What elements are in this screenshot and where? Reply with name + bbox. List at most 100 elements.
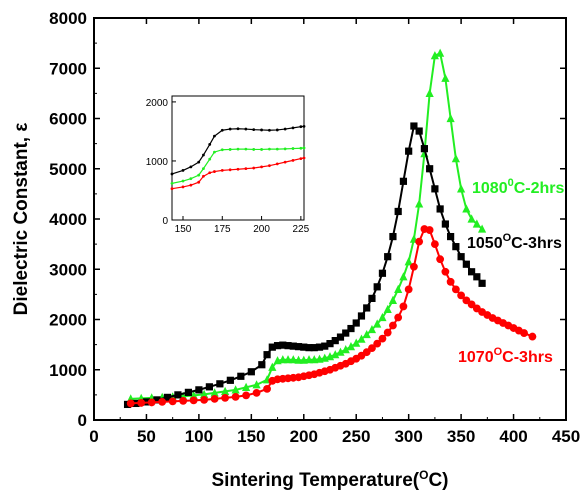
data-point [289,342,297,350]
data-point [436,255,445,264]
data-point [447,232,455,241]
data-point [367,324,377,334]
inset-x-tick-label: 175 [214,224,231,235]
data-point [430,51,439,60]
y-tick-label: 7000 [49,59,87,78]
inset-data-point [252,166,256,170]
inset-data-point [202,174,205,178]
inset-data-point [260,165,263,169]
data-point [415,127,423,135]
data-point [357,334,366,343]
x-tick-label: 100 [185,427,213,446]
inset-data-point [170,181,174,185]
data-point [279,341,287,349]
data-point [436,48,445,57]
data-point [153,396,161,404]
inset-data-point [197,160,201,164]
data-point [321,342,329,350]
inset-data-point [302,146,306,150]
inset-data-point [283,127,287,131]
series-line [130,227,533,405]
data-point [425,226,434,234]
data-point [457,184,466,193]
data-point [404,257,413,266]
data-point [472,219,481,228]
inset-data-point [220,169,224,172]
inset-x-tick-label: 200 [253,224,270,235]
data-point [189,390,198,399]
data-point [226,376,234,384]
x-tick-label: 300 [394,427,422,446]
x-axis-title: Sintering Temperature(OC) [211,468,448,491]
y-tick-label: 3000 [49,260,87,279]
data-point [357,312,366,320]
x-tick-label: 400 [499,427,527,446]
data-point [462,260,470,268]
inset-x-tick-label: 225 [293,224,310,235]
data-point [404,285,413,294]
data-point [457,253,465,261]
data-point [436,205,444,213]
data-point [242,391,250,400]
data-point [231,392,240,401]
inset-data-point [220,148,224,152]
inset-y-tick-label: 2000 [146,98,169,109]
inset-data-point [208,171,212,175]
data-point [252,388,261,397]
data-point [315,343,324,351]
data-point [389,321,397,330]
inset-data-point [268,128,271,132]
data-point [394,207,402,216]
inset-data-point [291,126,295,130]
data-point [273,342,282,350]
data-point [268,343,276,351]
data-point [258,361,266,369]
y-tick-label: 1000 [49,361,87,380]
inset-data-point [228,168,232,172]
data-point [352,338,361,347]
inset-data-point [181,169,185,172]
data-point [168,397,177,406]
inset-data-point [208,143,212,146]
data-point [241,382,251,391]
inset-data-point [302,156,306,160]
y-tick-label: 6000 [49,110,87,129]
data-point [278,355,287,364]
inset-data-point [299,125,303,129]
data-point [179,397,188,405]
y-tick-label: 5000 [49,160,87,179]
data-point [221,386,230,395]
data-point [368,344,376,353]
inset-plot: 150 175 200 225 0 1000 2000 [146,95,310,235]
data-point [388,295,398,305]
inset-data-point [236,127,240,131]
inset-data-point [283,147,287,151]
inset-frame [171,95,305,221]
data-point [399,177,408,185]
data-point [478,279,486,287]
data-point [237,372,245,380]
data-point [441,73,450,82]
inset-data-point [189,177,193,181]
data-point [368,294,376,302]
data-point [189,396,198,405]
inset-data-point [189,183,193,187]
data-point [331,337,339,345]
data-point [205,383,213,391]
inset-data-point [236,167,240,171]
inset-data-point [197,173,201,177]
data-point [405,147,413,155]
data-point [394,313,403,322]
series-label: 1070OC-3hrs [458,346,553,366]
x-tick-label: 200 [290,427,318,446]
data-point [378,334,387,343]
inset-data-point [275,147,279,151]
inset-data-point [302,125,306,128]
inset-data-point [202,167,205,171]
data-point [410,262,418,271]
inset-data-point [197,180,201,184]
data-point [462,204,471,213]
inset-data-point [181,185,185,189]
series-label: 1050OC-3hrs [467,232,562,252]
